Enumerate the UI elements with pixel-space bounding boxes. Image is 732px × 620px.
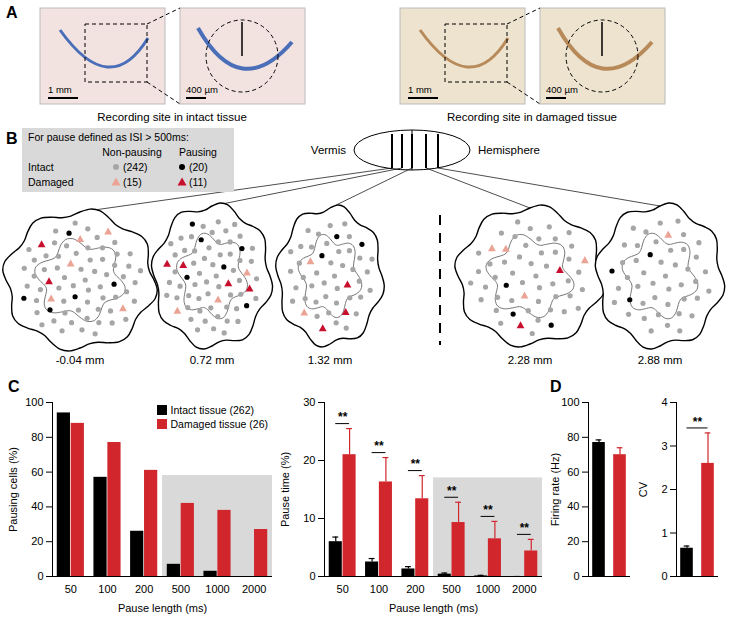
svg-text:60: 60 [31,466,43,478]
svg-text:**: ** [520,521,530,535]
svg-text:Pausing cells (%): Pausing cells (%) [7,447,19,532]
svg-text:**: ** [411,457,421,471]
svg-text:20: 20 [567,535,579,547]
html-text:D: D [550,378,562,395]
svg-text:Hemisphere: Hemisphere [478,144,540,156]
svg-text:50: 50 [65,583,77,595]
svg-text:100: 100 [561,396,579,408]
svg-text:Firing rate (Hz): Firing rate (Hz) [549,453,561,526]
svg-text:200: 200 [406,583,424,595]
svg-text:(20): (20) [189,161,208,173]
svg-text:500: 500 [172,583,190,595]
svg-text:500: 500 [442,583,460,595]
svg-text:(11): (11) [189,176,207,188]
svg-text:40: 40 [31,500,43,512]
svg-text:Intact: Intact [28,161,54,173]
svg-text:400 µm: 400 µm [186,84,218,95]
svg-text:**: ** [374,439,384,453]
svg-text:2000: 2000 [242,583,266,595]
svg-text:CV: CV [637,481,649,497]
svg-text:200: 200 [135,583,153,595]
svg-text:**: ** [483,503,493,517]
svg-text:Recording site in damaged tiss: Recording site in damaged tissue [447,111,617,123]
svg-text:100: 100 [25,396,43,408]
svg-text:1000: 1000 [205,583,229,595]
svg-text:Pause length (ms): Pause length (ms) [389,602,478,614]
svg-text:A: A [6,4,18,21]
svg-text:**: ** [338,410,348,424]
svg-text:0.72 mm: 0.72 mm [190,354,235,366]
svg-text:(15): (15) [123,176,142,188]
svg-text:Vermis: Vermis [311,144,346,156]
svg-text:30: 30 [303,396,315,408]
svg-text:Pausing: Pausing [179,146,217,158]
svg-text:0: 0 [309,570,315,582]
svg-text:4: 4 [661,396,667,408]
svg-text:50: 50 [337,583,349,595]
svg-text:10: 10 [303,512,315,524]
svg-text:2.88 mm: 2.88 mm [638,354,683,366]
svg-text:100: 100 [98,583,116,595]
svg-text:B: B [6,130,18,147]
svg-text:3: 3 [661,440,667,452]
svg-text:60: 60 [567,466,579,478]
svg-text:100: 100 [370,583,388,595]
svg-text:1 mm: 1 mm [48,84,72,95]
svg-text:Damaged: Damaged [28,176,74,188]
svg-text:400 µm: 400 µm [546,84,578,95]
svg-text:1000: 1000 [476,583,500,595]
svg-text:80: 80 [31,431,43,443]
html-text:C: C [8,378,20,395]
svg-text:2.28 mm: 2.28 mm [508,354,553,366]
svg-text:1.32 mm: 1.32 mm [308,354,353,366]
svg-text:0: 0 [573,570,579,582]
svg-text:2: 2 [661,483,667,495]
svg-text:2000: 2000 [512,583,536,595]
html-text:Damaged tissue (26): Damaged tissue (26) [170,418,268,430]
svg-text:Pause time (%): Pause time (%) [279,452,291,527]
svg-text:Pause length (ms): Pause length (ms) [118,602,207,614]
html-text:Intact tissue (262): Intact tissue (262) [170,404,254,416]
svg-text:(242): (242) [123,161,148,173]
svg-text:**: ** [693,415,703,429]
svg-text:-0.04 mm: -0.04 mm [56,354,105,366]
svg-text:80: 80 [567,431,579,443]
svg-text:For pause defined as ISI > 500: For pause defined as ISI > 500ms: [28,131,189,143]
svg-text:40: 40 [567,500,579,512]
svg-text:Recording site in intact tissu: Recording site in intact tissue [97,111,247,123]
svg-text:Non-pausing: Non-pausing [102,146,162,158]
svg-text:0: 0 [661,570,667,582]
svg-text:0: 0 [37,570,43,582]
svg-text:**: ** [447,484,457,498]
svg-text:1: 1 [661,527,667,539]
svg-text:1 mm: 1 mm [408,84,432,95]
svg-text:20: 20 [31,535,43,547]
svg-text:20: 20 [303,454,315,466]
